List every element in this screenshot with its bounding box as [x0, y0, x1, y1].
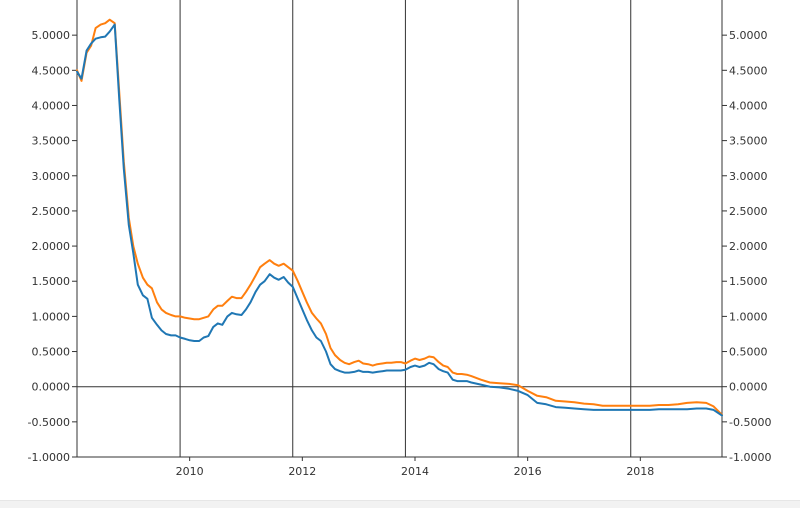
y-tick-label-left: 1.5000	[32, 275, 71, 288]
axes	[72, 0, 727, 461]
y-tick-label-right: 0.0000	[729, 381, 768, 394]
y-tick-label-left: 1.0000	[32, 310, 71, 323]
y-axis-right-labels: 5.0000 4.5000 4.0000 3.5000 3.0000 2.5000 2.00…	[729, 29, 771, 464]
footer-bar	[0, 500, 800, 508]
y-tick-label-right: 0.5000	[729, 346, 768, 359]
y-tick-label-right: 5.0000	[729, 29, 768, 42]
x-tick-label: 2014	[401, 465, 429, 478]
y-tick-label-left: 4.0000	[32, 99, 71, 112]
y-tick-label-right: 1.5000	[729, 275, 768, 288]
y-tick-label-left: 3.5000	[32, 135, 71, 148]
series-line-1	[76, 18, 723, 416]
y-tick-label-right: -0.5000	[729, 416, 771, 429]
y-tick-label-right: 4.0000	[729, 99, 768, 112]
y-tick-label-left: 4.5000	[32, 64, 71, 77]
y-tick-label-right: 3.5000	[729, 135, 768, 148]
series-lines	[76, 18, 723, 417]
y-tick-label-left: 5.0000	[32, 29, 71, 42]
series-line-2	[76, 23, 723, 417]
grid	[179, 0, 632, 457]
x-axis-labels: 2010 2012 2014 2016 2018	[176, 465, 655, 478]
y-tick-label-left: -0.5000	[28, 416, 70, 429]
x-tick-label: 2012	[288, 465, 316, 478]
y-axis-left-labels: 5.0000 4.5000 4.0000 3.5000 3.0000 2.5000 2.00…	[28, 29, 70, 464]
y-tick-label-left: 2.5000	[32, 205, 71, 218]
y-tick-label-left: 2.0000	[32, 240, 71, 253]
y-tick-label-right: 3.0000	[729, 170, 768, 183]
y-tick-label-right: 1.0000	[729, 310, 768, 323]
x-tick-label: 2018	[626, 465, 654, 478]
y-tick-label-left: 3.0000	[32, 170, 71, 183]
y-tick-label-left: 0.0000	[32, 381, 71, 394]
y-tick-label-right: 4.5000	[729, 64, 768, 77]
x-tick-label: 2010	[176, 465, 204, 478]
x-tick-label: 2016	[514, 465, 542, 478]
y-tick-label-right: 2.0000	[729, 240, 768, 253]
y-tick-label-right: 2.5000	[729, 205, 768, 218]
y-tick-label-left: 0.5000	[32, 346, 71, 359]
y-tick-label-left: -1.0000	[28, 451, 70, 464]
y-tick-label-right: -1.0000	[729, 451, 771, 464]
